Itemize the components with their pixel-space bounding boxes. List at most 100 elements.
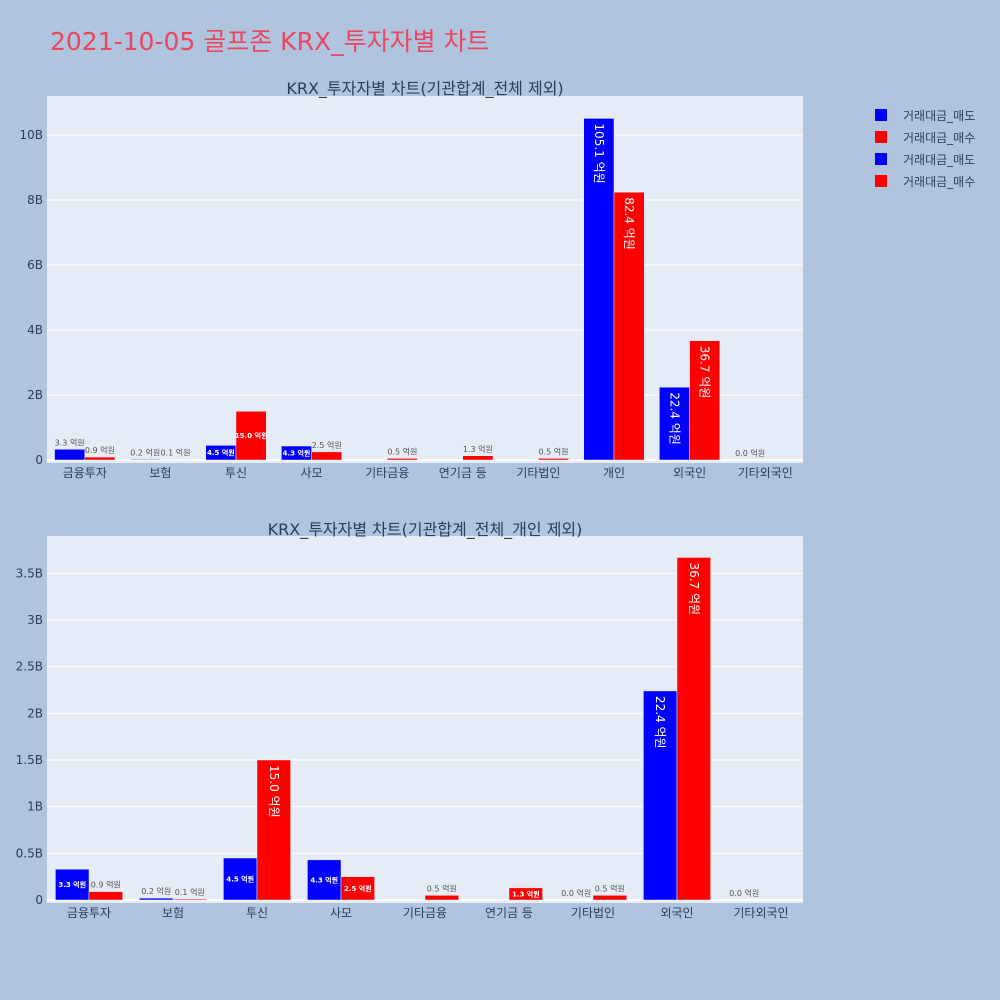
chart-top: 0 2B 4B 6B 8B 10B KRX_투자자별 차트(기관합계_전체 제외) 금융투자 3… (19, 79, 803, 480)
data-label: 4.3 억원 (283, 449, 311, 458)
data-label: 0.5 억원 (539, 446, 569, 456)
y-tick-label: 2.5B (16, 660, 43, 674)
y-tick-label: 1B (27, 800, 43, 814)
data-label: 15.0 억원 (267, 765, 281, 818)
page-title: 2021-10-05 골프존 KRX_투자자별 차트 (50, 27, 490, 56)
data-label: 0.2 억원 (141, 886, 171, 896)
bar-buy (88, 891, 123, 901)
legend-item-sell-2[interactable]: 거래대금_매도 (875, 148, 975, 170)
y-tick-label: 6B (27, 258, 43, 272)
data-label: 36.7 억원 (687, 562, 701, 615)
x-tick-label: 기타법인 (516, 466, 560, 480)
x-tick-label: 사모 (330, 906, 352, 920)
data-label: 0.9 억원 (91, 880, 121, 890)
bar-buy (676, 557, 711, 901)
data-label: 4.5 억원 (207, 448, 235, 457)
bar-buy (613, 191, 645, 461)
bar-sell (54, 449, 86, 461)
legend-item-buy-1[interactable]: 거래대금_매수 (875, 126, 975, 148)
x-tick-label: 연기금 등 (439, 466, 487, 480)
legend-label: 거래대금_매도 (903, 108, 976, 123)
bar-buy (592, 895, 627, 901)
data-label: 0.2 억원 (130, 447, 160, 457)
x-tick-label: 연기금 등 (485, 906, 533, 920)
x-tick-label: 투신 (246, 906, 268, 920)
bar-buy (424, 895, 459, 901)
legend-label: 거래대금_매수 (903, 130, 976, 145)
legend-label: 거래대금_매도 (903, 152, 976, 167)
chart-title: KRX_투자자별 차트(기관합계_전체_개인 제외) (268, 520, 583, 540)
bar-buy (172, 898, 207, 901)
bar-buy (340, 876, 375, 901)
y-tick-label: 0 (35, 453, 43, 467)
y-tick-label: 0 (35, 893, 43, 907)
data-label: 1.3 억원 (512, 889, 540, 898)
y-tick-label: 3B (27, 613, 43, 627)
data-label: 82.4 억원 (622, 197, 636, 250)
legend-swatch (875, 153, 887, 165)
data-label: 3.3 억원 (58, 880, 86, 889)
x-tick-label: 기타외국인 (738, 466, 793, 480)
data-label: 3.3 억원 (55, 437, 85, 447)
bar-buy (538, 458, 569, 461)
x-tick-label: 개인 (603, 466, 625, 480)
bar-buy (386, 458, 418, 461)
bar-sell (55, 868, 90, 901)
bar-buy (84, 456, 116, 461)
data-label: 0.0 억원 (735, 448, 765, 458)
data-label: 4.5 억원 (226, 875, 254, 884)
x-tick-label: 보험 (162, 906, 184, 920)
legend[interactable]: 거래대금_매도 거래대금_매수 거래대금_매도 거래대금_매수 (875, 104, 975, 192)
bar-buy (235, 411, 267, 461)
data-label: 4.3 억원 (310, 875, 338, 884)
data-label: 2.5 억원 (312, 440, 342, 450)
data-label: 0.5 억원 (387, 446, 417, 456)
x-tick-label: 기타금융 (365, 466, 409, 480)
data-label: 36.7 억원 (698, 346, 712, 399)
y-tick-label: 3.5B (16, 566, 43, 580)
data-label: 0.5 억원 (595, 883, 625, 893)
x-tick-label: 기타금융 (403, 906, 447, 920)
legend-swatch (875, 175, 887, 187)
x-tick-label: 금융투자 (67, 906, 111, 920)
y-tick-label: 4B (27, 323, 43, 337)
data-label: 15.0 억원 (235, 431, 268, 440)
x-tick-label: 사모 (301, 466, 323, 480)
data-label: 1.3 억원 (463, 444, 493, 454)
chart-title: KRX_투자자별 차트(기관합계_전체 제외) (286, 79, 563, 99)
bar-sell (583, 118, 615, 461)
y-tick-label: 8B (27, 193, 43, 207)
data-label: 105.1 억원 (592, 123, 606, 183)
x-tick-label: 금융투자 (63, 466, 107, 480)
x-tick-label: 외국인 (673, 466, 706, 480)
y-tick-label: 2B (27, 388, 43, 402)
bar-buy (689, 340, 721, 461)
bar-sell (643, 690, 678, 901)
legend-swatch (875, 131, 887, 143)
data-label: 0.0 억원 (561, 888, 591, 898)
legend-item-buy-2[interactable]: 거래대금_매수 (875, 170, 975, 192)
y-tick-label: 0.5B (16, 846, 43, 860)
x-tick-label: 외국인 (660, 906, 693, 920)
bar-sell (223, 857, 258, 901)
data-label: 0.1 억원 (161, 448, 191, 458)
legend-label: 거래대금_매수 (903, 174, 976, 189)
data-label: 0.5 억원 (427, 883, 457, 893)
data-label: 0.0 억원 (729, 888, 759, 898)
y-tick-label: 1.5B (16, 753, 43, 767)
x-tick-label: 투신 (225, 466, 247, 480)
x-tick-label: 보험 (149, 466, 171, 480)
data-label: 0.9 억원 (85, 445, 115, 455)
y-tick-label: 2B (27, 706, 43, 720)
x-tick-label: 기타법인 (571, 906, 615, 920)
y-tick-label: 10B (19, 128, 43, 142)
data-label: 0.1 억원 (175, 887, 205, 897)
bar-buy (311, 451, 343, 461)
legend-swatch (875, 109, 887, 121)
data-label: 22.4 억원 (653, 696, 667, 749)
bar-buy (462, 455, 494, 461)
legend-item-sell-1[interactable]: 거래대금_매도 (875, 104, 975, 126)
data-label: 2.5 억원 (344, 884, 372, 893)
bar-buy (508, 887, 543, 901)
